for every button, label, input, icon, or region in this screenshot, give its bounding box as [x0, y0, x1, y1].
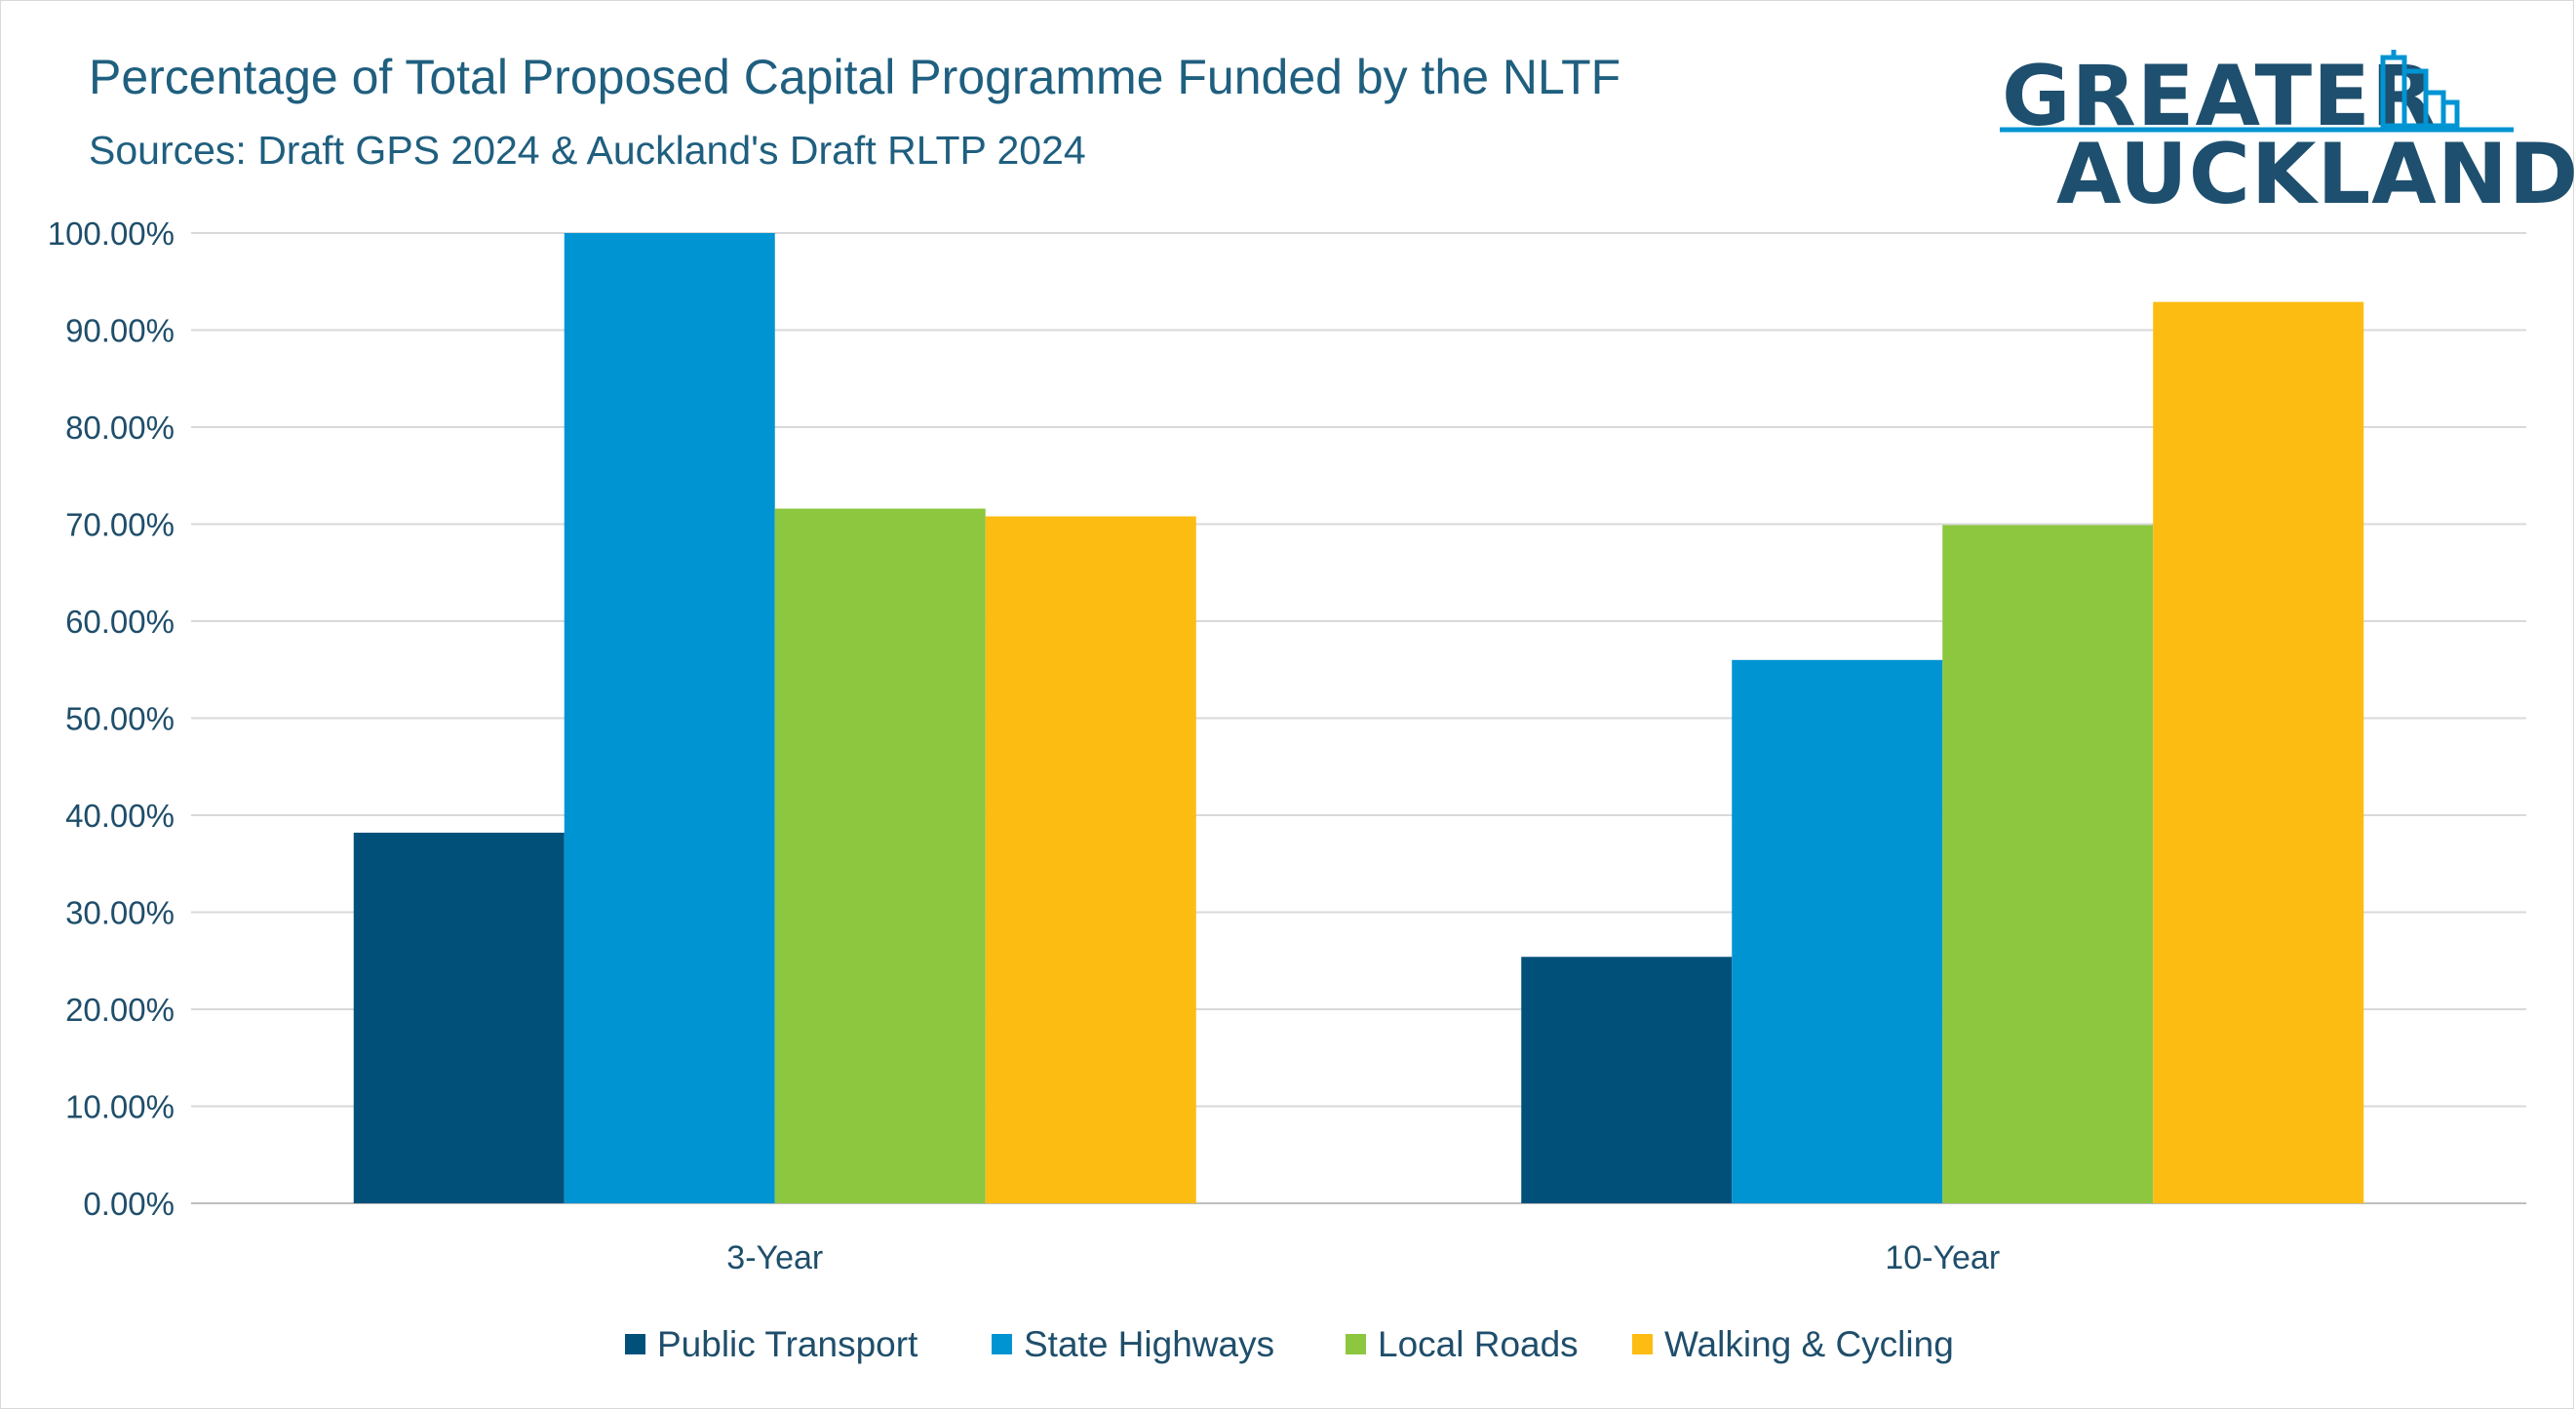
- bar-walking-cycling-10-year: [2153, 301, 2364, 1203]
- y-tick-label: 10.00%: [65, 1089, 175, 1125]
- legend-swatch: [625, 1334, 645, 1354]
- legend-label: Public Transport: [657, 1324, 918, 1364]
- y-tick-label: 80.00%: [65, 410, 175, 446]
- chart-title: Percentage of Total Proposed Capital Pro…: [89, 50, 1620, 104]
- legend-swatch: [992, 1334, 1012, 1354]
- legend-label: Walking & Cycling: [1664, 1324, 1954, 1364]
- bars: [353, 233, 2364, 1203]
- y-tick-label: 30.00%: [65, 895, 175, 931]
- y-tick-label: 90.00%: [65, 313, 175, 349]
- x-axis-labels: 3-Year 10-Year: [726, 1239, 2000, 1276]
- bar-walking-cycling-3-year: [985, 516, 1196, 1203]
- logo-skyline-icon: [2000, 50, 2514, 133]
- y-tick-label: 70.00%: [65, 507, 175, 543]
- y-tick-label: 100.00%: [48, 216, 175, 252]
- legend-label: State Highways: [1024, 1324, 1274, 1364]
- y-tick-label: 20.00%: [65, 992, 175, 1028]
- bar-local-roads-10-year: [1942, 525, 2154, 1203]
- y-tick-label: 50.00%: [65, 701, 175, 737]
- y-tick-label: 40.00%: [65, 798, 175, 834]
- x-category-label: 3-Year: [726, 1239, 823, 1276]
- chart-subtitle: Sources: Draft GPS 2024 & Auckland's Dra…: [89, 128, 1086, 173]
- y-tick-label: 60.00%: [65, 604, 175, 640]
- logo-line-2: AUCKLAND: [2056, 126, 2575, 223]
- bar-public-transport-3-year: [353, 832, 565, 1203]
- bar-state-highways-10-year: [1732, 659, 1943, 1203]
- bar-local-roads-3-year: [774, 508, 986, 1203]
- bar-state-highways-3-year: [564, 233, 775, 1203]
- legend: Public Transport State Highways Local Road…: [625, 1324, 1954, 1364]
- legend-swatch: [1632, 1334, 1653, 1354]
- bar-public-transport-10-year: [1521, 957, 1733, 1203]
- y-axis-ticks: 0.00% 10.00% 20.00% 30.00% 40.00% 50.00% 60.00…: [48, 216, 175, 1222]
- legend-label: Local Roads: [1378, 1324, 1579, 1364]
- legend-swatch: [1346, 1334, 1366, 1354]
- y-tick-label: 0.00%: [83, 1186, 175, 1222]
- greater-auckland-logo: GREATER AUCKLAND: [2000, 48, 2575, 223]
- x-category-label: 10-Year: [1885, 1239, 2000, 1276]
